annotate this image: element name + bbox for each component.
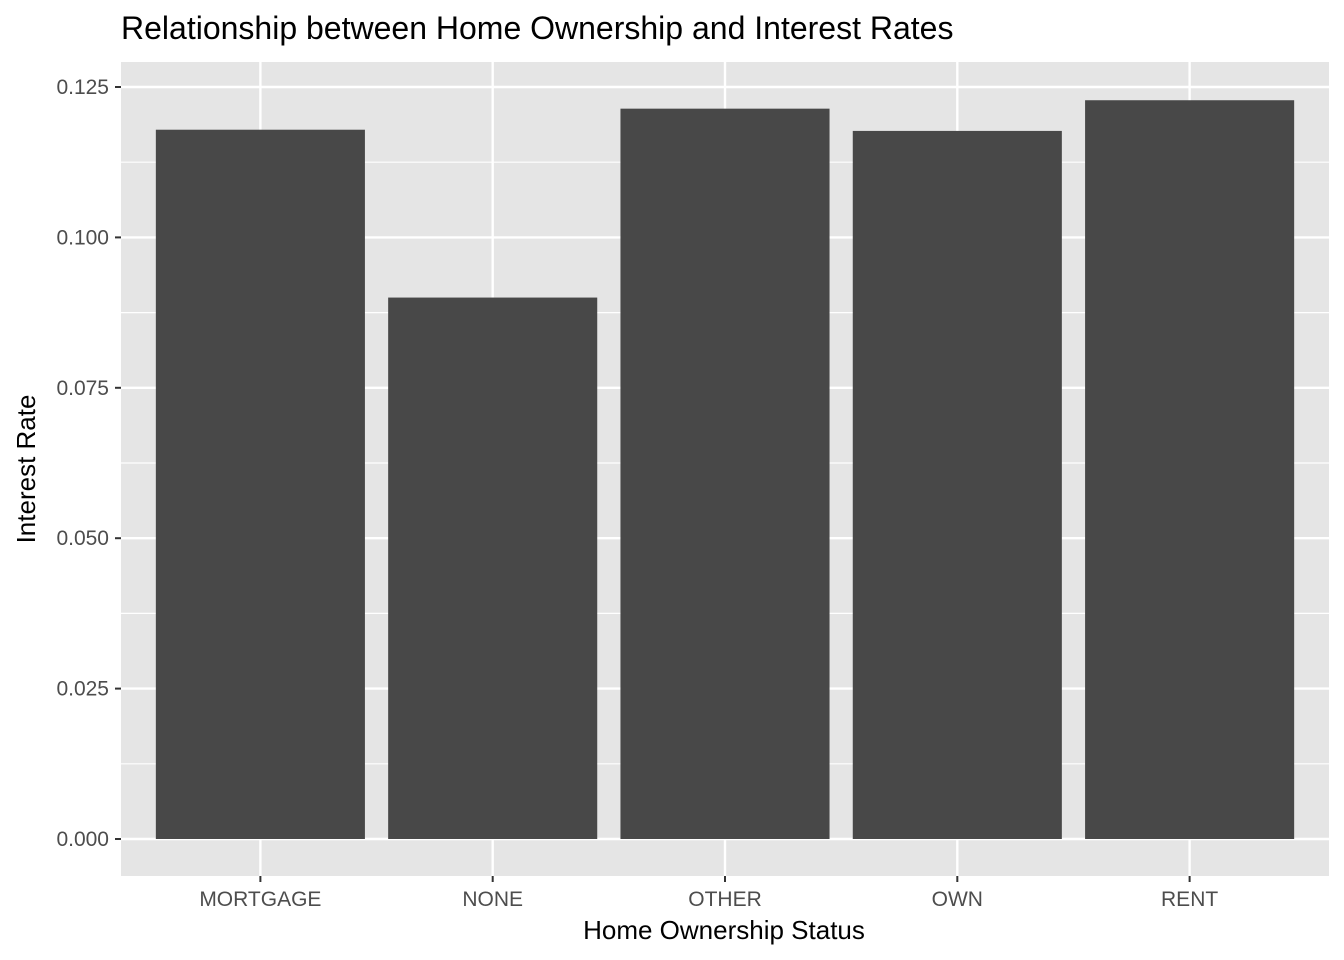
y-tick-label: 0.100 bbox=[56, 226, 109, 249]
y-tick-label: 0.075 bbox=[56, 377, 109, 400]
bar-other bbox=[620, 108, 830, 840]
x-tick-label: NONE bbox=[462, 888, 523, 911]
y-tick-label: 0.125 bbox=[56, 76, 109, 99]
bar-rent bbox=[1085, 100, 1295, 839]
x-tick-label: MORTGAGE bbox=[199, 888, 321, 911]
y-axis-title: Interest Rate bbox=[11, 395, 41, 544]
bars bbox=[155, 100, 1295, 840]
chart-title: Relationship between Home Ownership and … bbox=[121, 10, 953, 46]
y-tick-label: 0.025 bbox=[56, 678, 109, 701]
bar-mortgage bbox=[155, 129, 365, 839]
bar-own bbox=[852, 130, 1062, 839]
y-tick-label: 0.050 bbox=[56, 527, 109, 550]
x-tick-label: RENT bbox=[1161, 888, 1218, 911]
x-tick-label: OWN bbox=[932, 888, 983, 911]
y-tick-label: 0.000 bbox=[56, 828, 109, 851]
axes: 0.000 0.025 0.050 0.075 0.100 0.125 MORTGAGE NO… bbox=[56, 76, 1218, 911]
x-tick-label: OTHER bbox=[688, 888, 762, 911]
x-axis-title: Home Ownership Status bbox=[583, 915, 865, 945]
bar-none bbox=[388, 297, 598, 839]
